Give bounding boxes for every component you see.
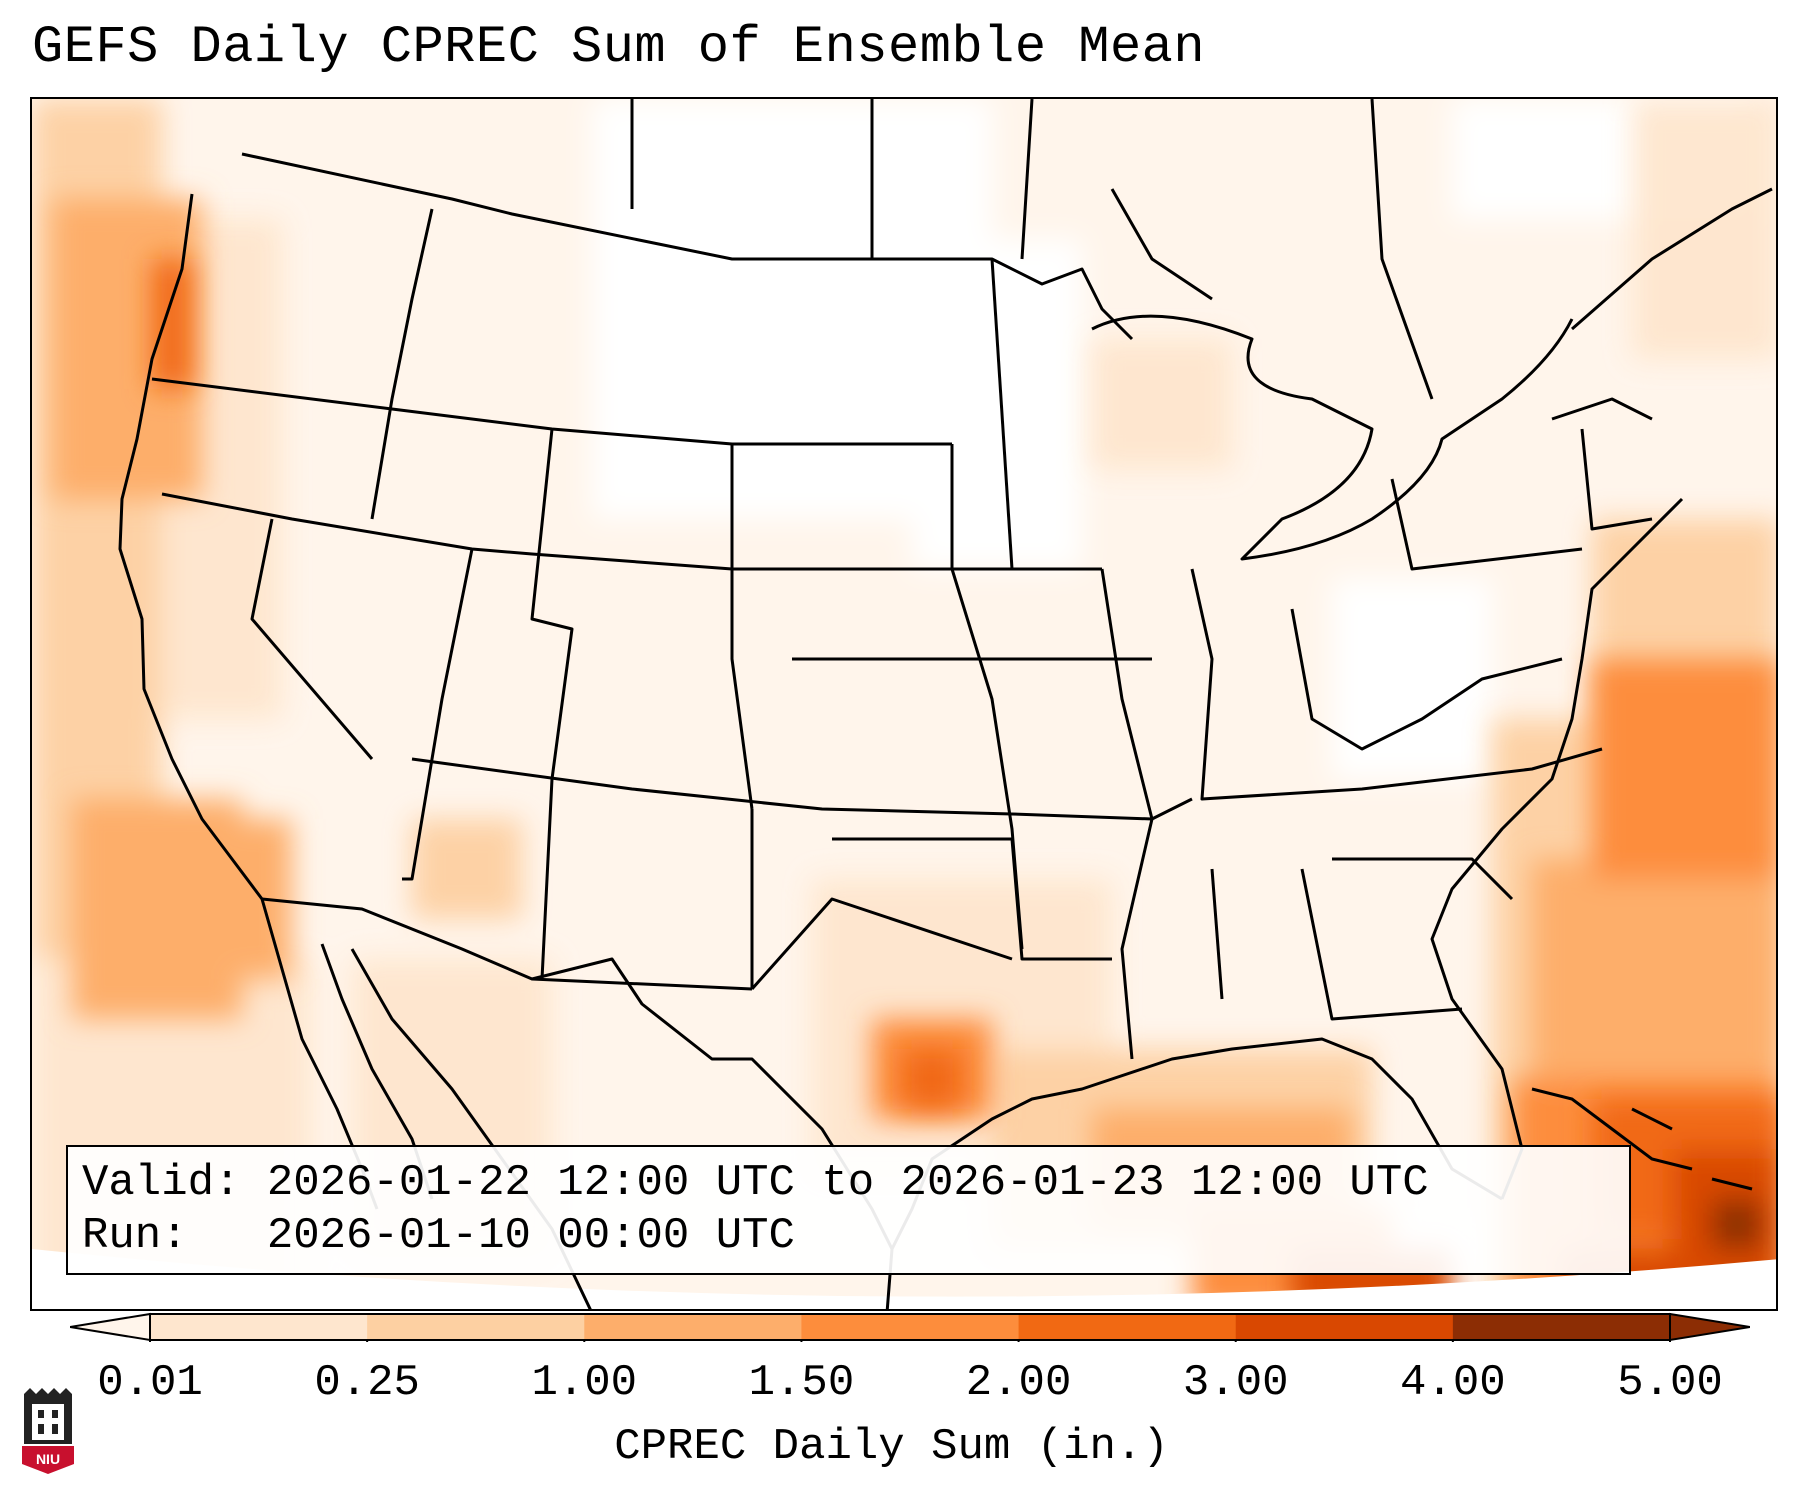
logo-text: NIU — [36, 1451, 60, 1467]
valid-label: Valid: — [82, 1158, 241, 1208]
niu-logo: NIU — [22, 1388, 74, 1474]
valid-time-range: 2026-01-22 12:00 UTC to 2026-01-23 12:00… — [266, 1158, 1429, 1208]
projection-edge — [32, 1249, 1776, 1309]
atlantic-coast-line — [1430, 187, 1773, 1200]
colorbar-tick-label: 0.25 — [314, 1358, 420, 1408]
colorbar-tick-label: 1.00 — [531, 1358, 638, 1408]
colorbar-tick-label: 2.00 — [965, 1358, 1072, 1408]
run-label: Run: — [82, 1211, 188, 1261]
colorbar-segment — [150, 1314, 368, 1340]
colorbar-tick-label: 0.01 — [97, 1358, 203, 1408]
colorbar-segment — [1452, 1314, 1671, 1340]
colorbar-outline — [149, 1313, 1671, 1341]
colorbar-segment — [801, 1314, 1020, 1340]
colorbar — [70, 1312, 1750, 1342]
colorbar-tick-label: 4.00 — [1400, 1358, 1506, 1408]
colorbar-segments — [70, 1312, 1750, 1342]
map-title: GEFS Daily CPREC Sum of Ensemble Mean — [32, 18, 1206, 77]
great-lakes-shore — [1091, 314, 1574, 561]
colorbar-segment — [584, 1314, 802, 1340]
caribbean-islands — [1531, 1087, 1753, 1191]
map-canvas — [32, 99, 1776, 1309]
west-coast-line — [118, 193, 379, 1210]
colorbar-segment — [367, 1314, 585, 1340]
colorbar-tick-label: 1.50 — [748, 1358, 855, 1408]
colorbar-tick-label: 3.00 — [1182, 1358, 1289, 1408]
precip-map — [30, 97, 1778, 1311]
colorbar-tick-label: 5.00 — [1617, 1358, 1723, 1408]
colorbar-segment — [1235, 1314, 1454, 1340]
colorbar-extend-low — [70, 1312, 151, 1342]
colorbar-segment — [1018, 1314, 1237, 1340]
valid-run-info-box: Valid: 2026-01-22 12:00 UTC to 2026-01-2… — [66, 1145, 1631, 1275]
map-boundaries — [118, 99, 1773, 1309]
colorbar-label: CPREC Daily Sum (in.) — [614, 1422, 1169, 1472]
run-time: 2026-01-10 00:00 UTC — [266, 1211, 795, 1261]
colorbar-extend-high — [1669, 1312, 1750, 1342]
